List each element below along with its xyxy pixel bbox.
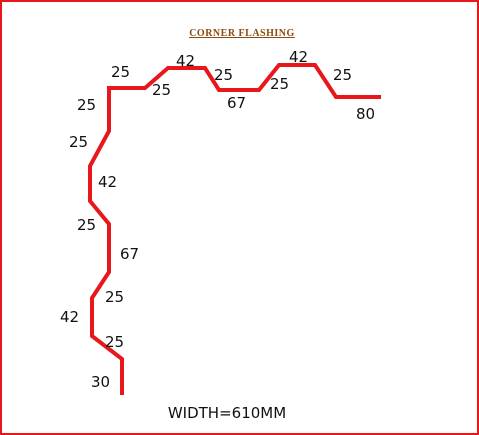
width-label: WIDTH=610MM — [168, 404, 286, 422]
dimension-label: 25 — [69, 133, 88, 151]
dimension-label: 30 — [91, 373, 110, 391]
dimension-label: 42 — [289, 48, 308, 66]
dimension-label: 25 — [333, 66, 352, 84]
dimension-label: 42 — [176, 52, 195, 70]
dimension-label: 25 — [105, 288, 124, 306]
dimension-label: 25 — [152, 81, 171, 99]
diagram-title: CORNER FLASHING — [189, 28, 295, 39]
dimension-label: 67 — [227, 94, 246, 112]
dimension-label: 42 — [98, 173, 117, 191]
dimension-label: 25 — [111, 63, 130, 81]
dimension-label: 80 — [356, 105, 375, 123]
dimension-label: 42 — [60, 308, 79, 326]
flashing-profile — [88, 63, 381, 395]
dimension-label: 25 — [270, 75, 289, 93]
dimension-label: 67 — [120, 245, 139, 263]
dimension-label: 25 — [214, 66, 233, 84]
dimension-label: 25 — [77, 216, 96, 234]
dimension-label: 25 — [105, 333, 124, 351]
dimension-label: 25 — [77, 96, 96, 114]
